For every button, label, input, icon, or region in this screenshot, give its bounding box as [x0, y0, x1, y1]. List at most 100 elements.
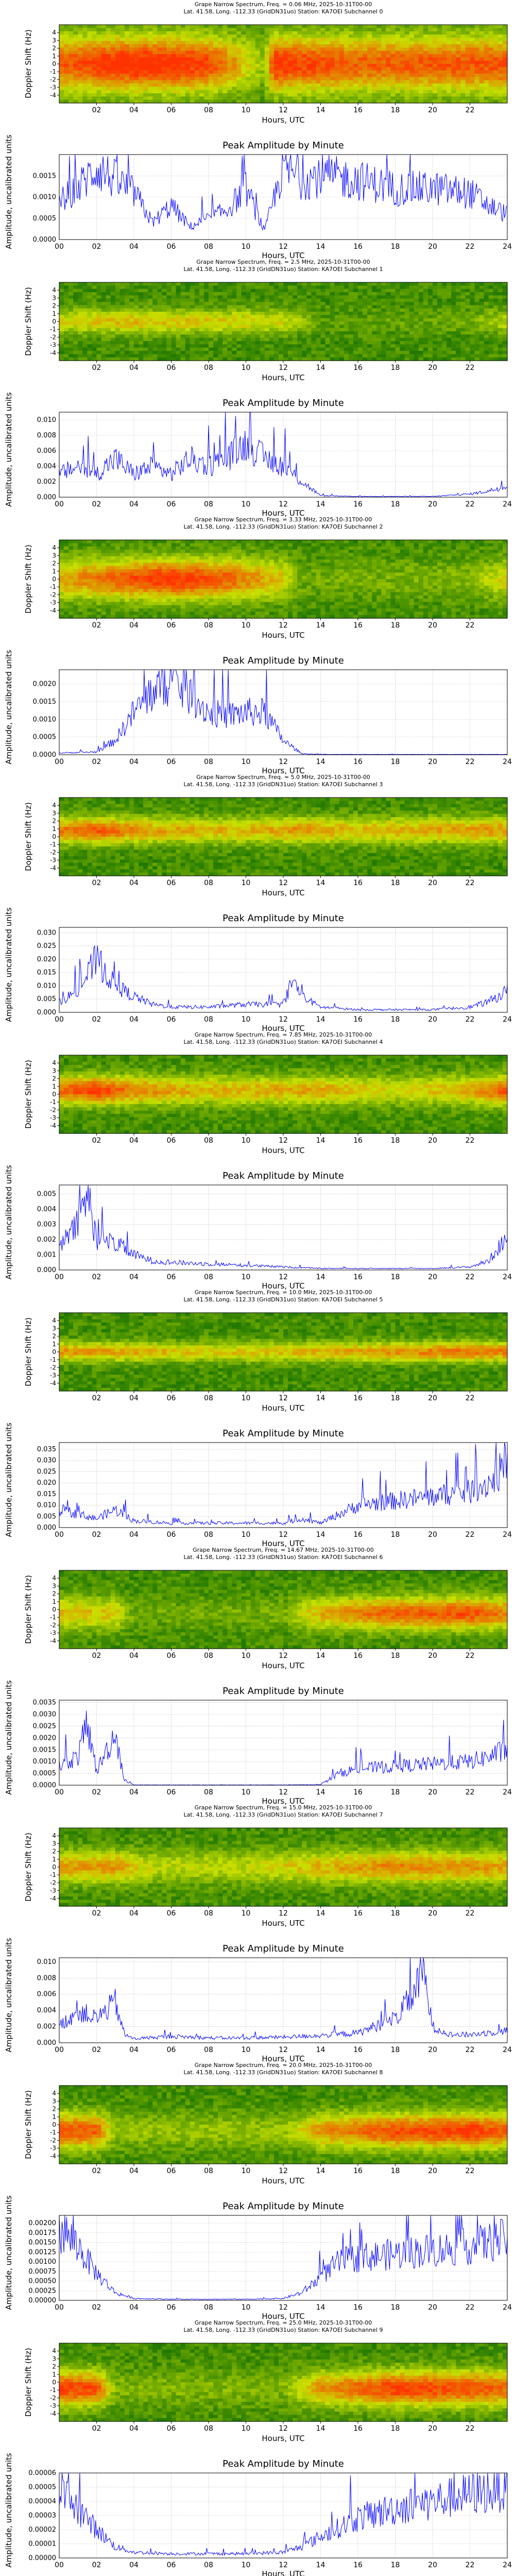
- heatmap-cell: [213, 341, 218, 345]
- heatmap-cell: [246, 354, 251, 358]
- heatmap-cell: [255, 331, 261, 335]
- heatmap-cell: [316, 354, 321, 358]
- heatmap-cell: [251, 348, 256, 351]
- heatmap-cell: [358, 51, 363, 55]
- heatmap-cell: [111, 25, 116, 28]
- heatmap-cell: [222, 348, 228, 351]
- heatmap-cell: [269, 57, 274, 61]
- heatmap-cell: [396, 38, 401, 41]
- heatmap-cell: [396, 302, 401, 306]
- heatmap-cell: [363, 83, 368, 87]
- heatmap-cell: [433, 348, 438, 351]
- heatmap-cell: [283, 51, 288, 55]
- heatmap-cell: [251, 341, 256, 345]
- heatmap-cell: [176, 41, 181, 45]
- heatmap-cell: [78, 299, 83, 302]
- heatmap-cell: [246, 87, 251, 90]
- heatmap-cell: [274, 309, 279, 312]
- heatmap-cell: [246, 54, 251, 58]
- heatmap-cell: [157, 292, 162, 296]
- heatmap-cell: [358, 331, 363, 335]
- heatmap-cell: [367, 292, 372, 296]
- heatmap-cell: [143, 74, 148, 77]
- heatmap-cell: [185, 71, 191, 74]
- heatmap-cell: [143, 292, 148, 296]
- heatmap-cell: [68, 354, 74, 358]
- heatmap-cell: [330, 334, 335, 338]
- heatmap-cell: [255, 309, 261, 312]
- heatmap-cell: [484, 25, 489, 28]
- heatmap-cell: [87, 576, 92, 580]
- heatmap-cell: [335, 77, 340, 80]
- heatmap-cell: [456, 328, 461, 332]
- heatmap-cell: [111, 309, 116, 312]
- heatmap-cell: [82, 96, 88, 100]
- heatmap-cell: [59, 289, 64, 293]
- heatmap-cell: [297, 96, 302, 100]
- heatmap-cell: [213, 61, 218, 64]
- heatmap-cell: [279, 51, 284, 55]
- heatmap-cell: [498, 67, 503, 71]
- heatmap-cell: [465, 93, 470, 97]
- heatmap-cell: [293, 315, 298, 318]
- heatmap-cell: [176, 28, 181, 31]
- heatmap-cell: [302, 35, 307, 38]
- heatmap-cell: [251, 54, 256, 58]
- heatmap-cell: [87, 96, 92, 100]
- heatmap-cell: [199, 338, 204, 342]
- heatmap-cell: [456, 74, 461, 77]
- heatmap-cell: [246, 31, 251, 35]
- heatmap-cell: [166, 41, 171, 45]
- heatmap-cell: [111, 282, 116, 286]
- heatmap-cell: [265, 351, 270, 354]
- heatmap-cell: [82, 295, 88, 299]
- heatmap-cell: [241, 80, 246, 84]
- heatmap-cell: [143, 71, 148, 74]
- heatmap-cell: [209, 54, 214, 58]
- heatmap-cell: [279, 325, 284, 328]
- heatmap-cell: [484, 299, 489, 302]
- heatmap-cell: [306, 309, 312, 312]
- heatmap-cell: [125, 312, 130, 315]
- heatmap-cell: [129, 25, 134, 28]
- heatmap-cell: [97, 96, 102, 100]
- heatmap-cell: [92, 315, 97, 318]
- heatmap-cell: [349, 285, 354, 289]
- heatmap-cell: [87, 318, 92, 322]
- heatmap-cell: [171, 51, 177, 55]
- amplitude-xtick-label: 08: [204, 500, 213, 509]
- heatmap-cell: [232, 44, 237, 48]
- heatmap-cell: [288, 302, 293, 306]
- heatmap-cell: [73, 550, 78, 553]
- heatmap-cell: [181, 77, 186, 80]
- heatmap-cell: [363, 44, 368, 48]
- heatmap-cell: [330, 61, 335, 64]
- heatmap-cell: [181, 289, 186, 293]
- heatmap-cell: [157, 25, 162, 28]
- heatmap-cell: [400, 83, 405, 87]
- spectrum-xtick-label: 08: [204, 364, 213, 372]
- heatmap-cell: [73, 87, 78, 90]
- heatmap-cell: [97, 338, 102, 342]
- heatmap-cell: [78, 77, 83, 80]
- heatmap-cell: [236, 351, 242, 354]
- heatmap-cell: [129, 354, 134, 358]
- heatmap-cell: [489, 41, 494, 45]
- heatmap-cell: [255, 289, 261, 293]
- heatmap-cell: [162, 41, 167, 45]
- heatmap-cell: [246, 74, 251, 77]
- heatmap-cell: [311, 331, 316, 335]
- heatmap-cell: [92, 302, 97, 306]
- heatmap-cell: [241, 344, 246, 348]
- heatmap-cell: [437, 325, 442, 328]
- heatmap-cell: [325, 31, 331, 35]
- heatmap-cell: [218, 292, 223, 296]
- heatmap-cell: [222, 90, 228, 94]
- heatmap-cell: [405, 47, 410, 51]
- heatmap-cell: [437, 64, 442, 67]
- heatmap-cell: [498, 354, 503, 358]
- heatmap-cell: [97, 285, 102, 289]
- heatmap-cell: [475, 295, 480, 299]
- heatmap-cell: [227, 348, 232, 351]
- heatmap-cell: [293, 57, 298, 61]
